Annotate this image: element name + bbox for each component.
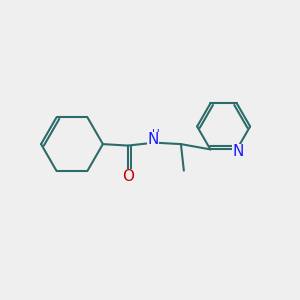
- Text: O: O: [122, 169, 134, 184]
- Text: N: N: [232, 144, 244, 159]
- Text: N: N: [147, 132, 159, 147]
- Text: H: H: [152, 129, 160, 140]
